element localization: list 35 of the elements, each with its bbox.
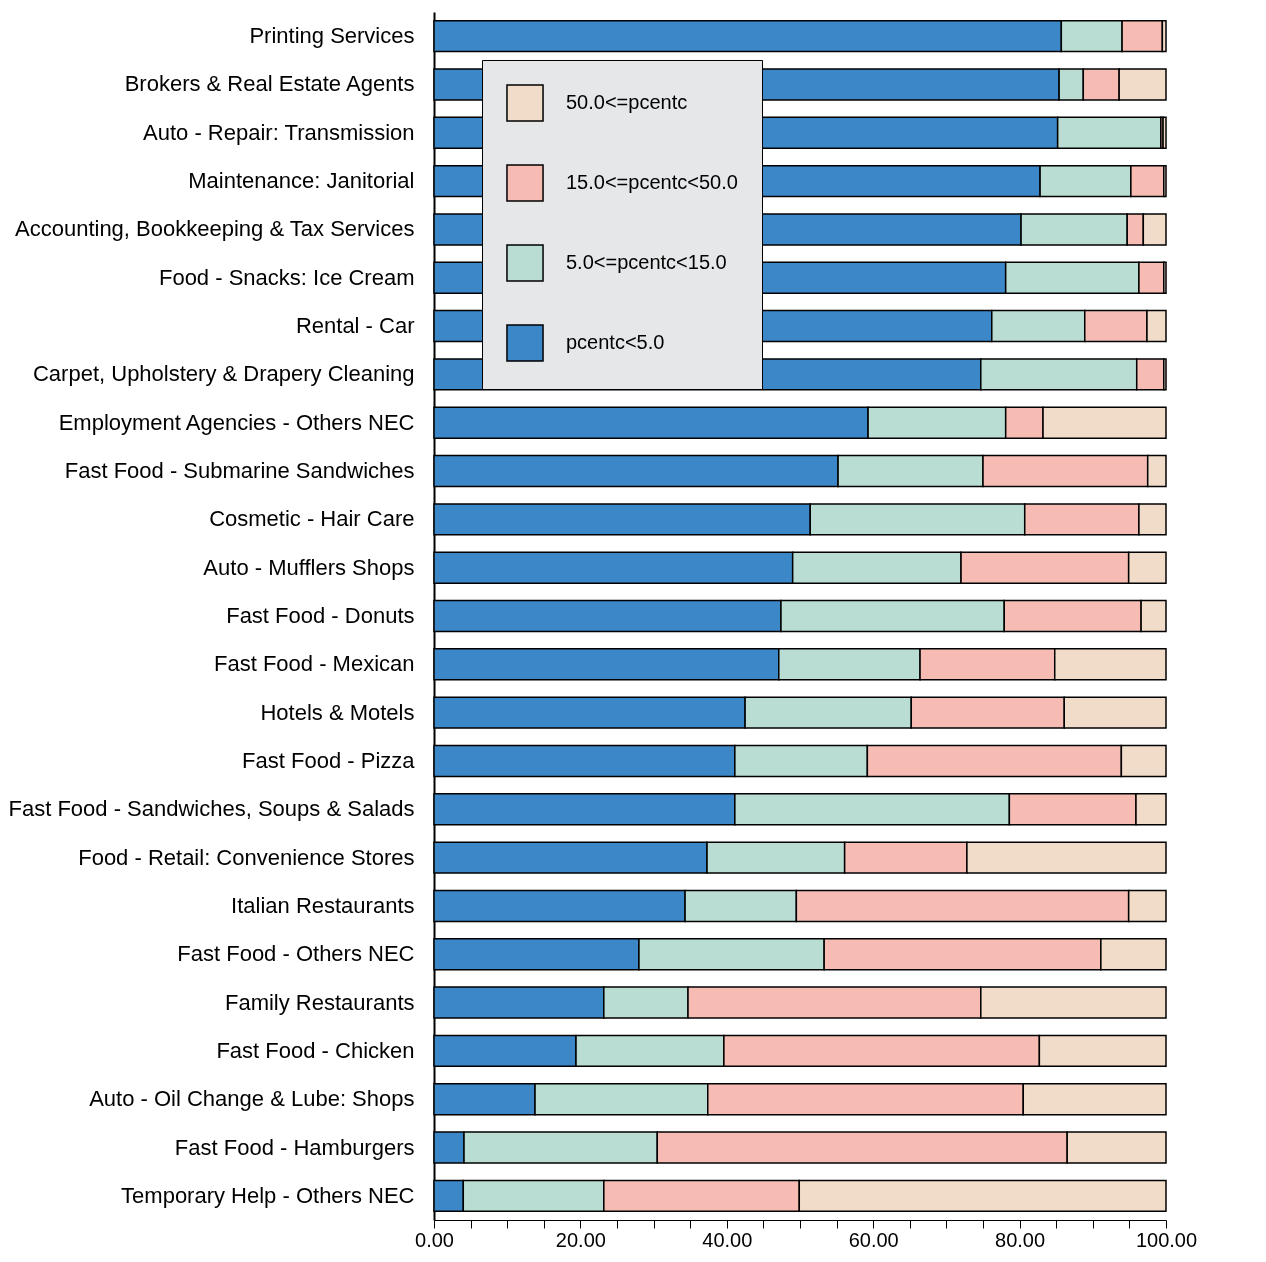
legend-label: 15.0<=pcentc<50.0 (566, 171, 738, 193)
y-tick-label: Auto - Oil Change & Lube: Shops (89, 1086, 415, 1112)
legend-label: 5.0<=pcentc<15.0 (566, 251, 727, 273)
y-tick-label: Brokers & Real Estate Agents (124, 71, 415, 97)
y-tick-label: Carpet, Upholstery & Drapery Cleaning (32, 361, 415, 387)
legend-label: 50.0<=pcentc (566, 91, 688, 113)
x-tick-label: 0.00 (415, 1228, 454, 1251)
y-tick-label: Maintenance: Janitorial (188, 168, 415, 194)
y-tick-label: Auto - Repair: Transmission (143, 119, 415, 145)
y-tick-label: Family Restaurants (224, 989, 415, 1015)
y-tick-label: Rental - Car (295, 313, 415, 339)
x-tick-label: 100.00 (1135, 1228, 1198, 1251)
x-tick-label: 40.00 (702, 1228, 753, 1251)
y-tick-label: Fast Food - Sandwiches, Soups & Salads (8, 796, 415, 822)
y-tick-label: Cosmetic - Hair Care (209, 506, 415, 532)
x-tick-label: 20.00 (555, 1228, 606, 1251)
y-tick-label: Auto - Mufflers Shops (203, 554, 415, 580)
y-tick-label: Fast Food - Submarine Sandwiches (64, 458, 415, 484)
y-tick-label: Hotels & Motels (260, 699, 415, 725)
legend-label: pcentc<5.0 (566, 331, 665, 353)
y-tick-label: Fast Food - Mexican (213, 651, 415, 677)
y-tick-label: Temporary Help - Others NEC (121, 1182, 415, 1208)
y-tick-label: Italian Restaurants (231, 892, 415, 918)
y-tick-label: Fast Food - Others NEC (177, 941, 415, 967)
y-tick-label: Fast Food - Donuts (226, 603, 415, 628)
y-tick-label: Accounting, Bookkeeping & Tax Services (15, 216, 415, 242)
x-tick-label: 60.00 (848, 1228, 899, 1251)
y-tick-label: Employment Agencies - Others NEC (58, 409, 415, 435)
y-tick-label: Fast Food - Pizza (242, 747, 416, 773)
y-tick-label: Food - Snacks: Ice Cream (158, 264, 415, 290)
y-tick-label: Fast Food - Chicken (216, 1037, 415, 1063)
y-tick-label: Printing Services (249, 23, 415, 49)
y-tick-label: Fast Food - Hamburgers (174, 1134, 415, 1160)
y-tick-label: Food - Retail: Convenience Stores (78, 844, 415, 870)
x-tick-label: 80.00 (995, 1228, 1046, 1251)
